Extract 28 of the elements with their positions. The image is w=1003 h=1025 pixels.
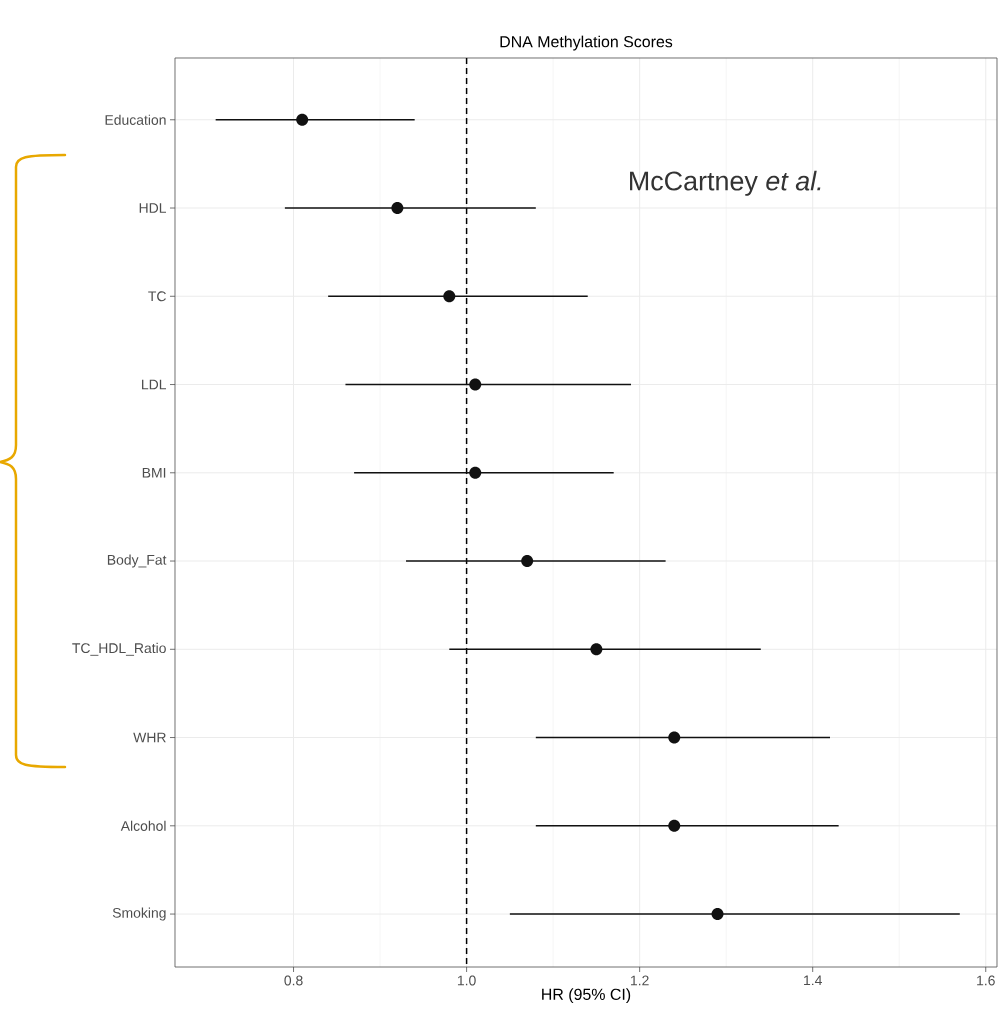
point	[521, 555, 534, 568]
y-tick-label: Alcohol	[120, 820, 166, 831]
y-tick-label: WHR	[133, 732, 166, 743]
x-axis-title: HR (95% CI)	[542, 988, 631, 1004]
x-tick-label: 1.4	[804, 975, 822, 986]
point	[443, 290, 456, 303]
point	[590, 643, 603, 656]
y-tick-label: LDL	[142, 379, 167, 390]
point	[469, 466, 482, 479]
chart-title: DNA Methylation Scores	[500, 35, 673, 51]
point	[668, 731, 681, 744]
x-tick-label: 1.6	[977, 975, 995, 986]
point	[711, 908, 724, 921]
annotation: McCartney et al.	[630, 170, 821, 196]
point	[668, 819, 681, 832]
y-tick-label: Body_Fat	[107, 554, 167, 568]
x-tick-label: 1.2	[631, 975, 649, 986]
y-tick-label: Education	[105, 114, 166, 125]
x-tick-label: 0.8	[284, 975, 303, 986]
x-tick-label: 1.0	[457, 975, 476, 986]
y-tick-label: Smoking	[112, 907, 166, 921]
y-tick-label: TC_HDL_Ratio	[72, 642, 166, 656]
y-tick-label: HDL	[139, 203, 167, 213]
y-tick-label: BMI	[142, 467, 166, 478]
point	[469, 378, 482, 391]
point	[296, 113, 309, 126]
y-tick-label: TC	[148, 291, 166, 302]
point	[391, 202, 404, 215]
